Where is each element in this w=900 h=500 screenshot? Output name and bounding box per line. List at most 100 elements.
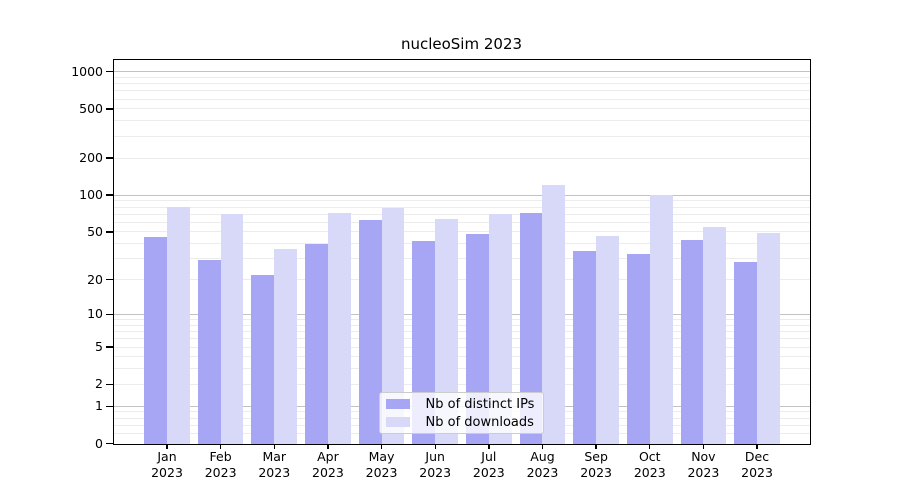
minor-gridline (113, 331, 810, 333)
bar-downloads-dec (757, 232, 780, 445)
bar-downloads-oct (649, 195, 673, 445)
bar-ips-jan (144, 237, 167, 445)
x-tick-year: 2023 (365, 464, 398, 480)
minor-gridline (113, 213, 810, 215)
y-tick-label: 5 (95, 339, 103, 355)
x-tick (702, 444, 705, 450)
y-tick-label: 50 (87, 223, 103, 239)
minor-gridline (113, 231, 810, 233)
minor-gridline (113, 324, 810, 326)
x-tick (273, 444, 275, 450)
legend-item-downloads: Nb of downloads (380, 413, 543, 431)
chart-title: nucleoSim 2023 (400, 35, 523, 53)
x-tick-label: Aug 2023 (510, 449, 574, 480)
x-tick (380, 444, 383, 450)
x-tick-year: 2023 (151, 464, 183, 480)
bar-ips-mar (251, 274, 275, 445)
major-gridline (113, 71, 810, 73)
minor-gridline (113, 383, 810, 385)
minor-gridline (113, 356, 810, 358)
y-tick-label: 2 (95, 376, 103, 392)
minor-gridline (113, 243, 810, 245)
minor-gridline (113, 319, 810, 321)
y-tick (106, 278, 113, 281)
x-tick-year: 2023 (312, 464, 344, 480)
x-tick-label: May 2023 (350, 449, 414, 480)
x-tick-year: 2023 (419, 464, 452, 480)
x-tick-label: Jun 2023 (403, 449, 467, 480)
x-tick-month: Dec (744, 449, 770, 464)
y-tick-label: 500 (79, 100, 103, 116)
minor-gridline (113, 258, 810, 260)
x-tick-month: Nov (691, 449, 716, 464)
x-tick (434, 444, 436, 450)
x-tick (327, 444, 329, 450)
major-gridline (113, 313, 810, 316)
y-tick (106, 157, 113, 159)
y-tick-label: 10 (87, 306, 103, 322)
legend-swatch-distinct-ips (385, 398, 410, 410)
x-tick-label: Dec 2023 (725, 449, 789, 480)
x-tick (649, 444, 651, 450)
x-tick-month: Oct (638, 449, 661, 464)
x-tick-year: 2023 (472, 464, 505, 480)
bar-downloads-mar (274, 249, 298, 445)
x-tick (488, 444, 490, 450)
y-tick (106, 194, 113, 196)
minor-gridline (113, 83, 810, 85)
minor-gridline (113, 338, 810, 340)
bar-ips-jul (466, 234, 489, 445)
minor-gridline (113, 108, 810, 110)
y-tick-label: 200 (79, 150, 103, 166)
bar-downloads-feb (220, 214, 244, 445)
minor-gridline (113, 98, 810, 100)
minor-gridline (113, 157, 810, 159)
bar-downloads-jun (435, 218, 458, 445)
x-tick-month: Apr (317, 449, 339, 464)
bar-ips-dec (734, 262, 758, 445)
x-tick-label: Nov 2023 (671, 449, 735, 480)
y-tick (106, 108, 113, 110)
x-tick (595, 444, 597, 450)
x-tick-year: 2023 (526, 464, 559, 480)
bar-ips-apr (305, 243, 328, 445)
x-tick-label: Apr 2023 (296, 449, 360, 480)
minor-gridline (113, 206, 810, 208)
x-tick-label: Feb 2023 (189, 449, 253, 480)
x-tick-month: Feb (209, 449, 232, 464)
y-tick-label: 1 (95, 398, 103, 414)
minor-gridline (113, 120, 810, 122)
y-tick-label: 0 (95, 435, 103, 451)
minor-gridline (113, 90, 810, 92)
y-tick (106, 405, 113, 407)
x-tick-label: Mar 2023 (242, 449, 306, 480)
bar-downloads-nov (703, 226, 727, 445)
bar-downloads-apr (327, 212, 351, 445)
x-tick-label: Sep 2023 (564, 449, 628, 480)
bar-ips-may (358, 219, 382, 445)
y-tick (106, 313, 113, 316)
x-tick-label: Jan 2023 (135, 449, 199, 480)
legend-swatch-downloads (385, 416, 410, 428)
x-tick-month: Mar (262, 449, 287, 464)
y-tick-label: 100 (79, 187, 103, 203)
y-tick-label: 20 (87, 271, 103, 287)
x-tick-label: Oct 2023 (618, 449, 682, 480)
x-tick-month: May (368, 449, 395, 464)
legend-label-distinct-ips: Nb of distinct IPs (425, 396, 535, 412)
x-tick-label: Jul 2023 (457, 449, 521, 480)
bar-downloads-jul (488, 214, 512, 445)
bar-ips-nov (680, 239, 704, 445)
x-tick-year: 2023 (687, 464, 720, 480)
minor-gridline (113, 368, 810, 370)
x-tick-year: 2023 (633, 464, 666, 480)
minor-gridline (113, 135, 810, 137)
x-tick-month: Sep (584, 449, 608, 464)
minor-gridline (113, 346, 810, 348)
legend: Nb of distinct IPs Nb of downloads (378, 392, 544, 434)
minor-gridline (113, 279, 810, 281)
legend-item-distinct-ips: Nb of distinct IPs (380, 395, 543, 413)
x-tick-year: 2023 (258, 464, 291, 480)
x-tick (166, 444, 168, 450)
bar-ips-feb (197, 260, 221, 445)
